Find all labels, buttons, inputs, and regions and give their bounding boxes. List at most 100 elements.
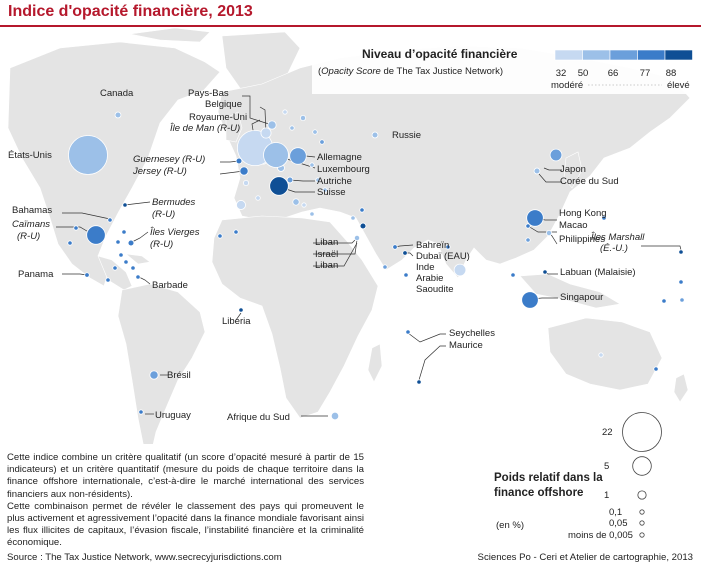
- color-low-label: modéré: [551, 80, 583, 91]
- new-zealand: [673, 373, 689, 403]
- map-label-liberia-39: Liberia: [222, 316, 251, 327]
- leader-line-28: [418, 345, 446, 381]
- map-label-allemagne-8: Allemagne: [317, 152, 362, 163]
- map-label-luxembourg-9: Luxembourg: [317, 164, 370, 175]
- point-coree-du-sud: [533, 167, 541, 175]
- minor-territory-point-3: [242, 179, 250, 187]
- point-bahamas: [107, 217, 113, 223]
- minor-territory-point-38: [598, 352, 604, 358]
- leader-line-27: [407, 332, 446, 343]
- map-label-iles-marshall-35: Îles Marshall: [591, 232, 645, 243]
- point-inde: [453, 263, 467, 277]
- size-label-1: 1: [604, 490, 609, 501]
- point-etats-unis: [68, 135, 108, 175]
- minor-territory-point-17: [233, 229, 239, 235]
- map-label-caimans-16: Caïmans: [12, 219, 50, 230]
- minor-territory-point-37: [679, 297, 685, 303]
- map-label-bermudes-18: Bermudes: [152, 197, 196, 208]
- map-label-coree-du-sud-14: Corée du Sud: [560, 176, 619, 187]
- map-label-etats-unis-1: États-Unis: [8, 150, 52, 161]
- text-backdrop: [0, 444, 701, 574]
- map-label-macao-33: Macao: [559, 220, 588, 231]
- title-rule: [0, 25, 701, 27]
- minor-territory-point-5: [255, 195, 261, 201]
- map-label-arabie-30: Arabie: [416, 273, 443, 284]
- point-maurice: [416, 379, 422, 385]
- map-label-maurice-41: Maurice: [449, 340, 483, 351]
- size-label-22: 22: [602, 427, 613, 438]
- map-label-seychelles-40: Seychelles: [449, 328, 495, 339]
- map-label-royaume-uni-4: Royaume-Uni: [189, 112, 247, 123]
- size-circle-0-1: [639, 509, 645, 515]
- point-canada: [114, 111, 122, 119]
- point-macao: [525, 223, 531, 229]
- south-america: [117, 283, 206, 459]
- map-label-labuan-malaisie-37: Labuan (Malaisie): [560, 267, 636, 278]
- point-suisse: [269, 176, 289, 196]
- minor-territory-point-32: [510, 272, 516, 278]
- map-label-bresil-42: Brésil: [167, 370, 191, 381]
- minor-territory-point-9: [299, 114, 307, 122]
- page-title: Indice d'opacité financière, 2013: [8, 3, 253, 20]
- leader-line-6: [305, 155, 316, 158]
- leader-line-15: [138, 276, 151, 285]
- map-label-guernesey-r-u-6: Guernesey (R-U): [133, 154, 205, 165]
- map-label-afrique-du-sud-44: Afrique du Sud: [227, 412, 290, 423]
- minor-territory-point-22: [112, 265, 118, 271]
- point-singapour: [521, 291, 539, 309]
- size-legend-title: Poids relatif dans la finance offshore: [494, 472, 603, 499]
- color-legend-subtitle-rest: de The Tax Justice Network): [380, 66, 503, 77]
- minor-territory-point-21: [130, 265, 136, 271]
- map-label-r-u-21: (R-U): [150, 239, 173, 250]
- map-label-iles-vierges-20: Îles Vierges: [150, 227, 200, 238]
- minor-territory-point-33: [525, 237, 531, 243]
- map-label-liban-26: Liban: [315, 260, 338, 271]
- map-label-uruguay-43: Uruguay: [155, 410, 191, 421]
- leader-line-20: [313, 242, 358, 267]
- point-dubai-eau: [402, 250, 408, 256]
- map-label-barbade-23: Barbade: [152, 280, 188, 291]
- leader-line-1: [259, 106, 267, 134]
- color-legend-subtitle: (Opacity Score de The Tax Justice Networ…: [318, 66, 503, 77]
- madagascar: [367, 343, 383, 383]
- color-high-label: élevé: [667, 80, 690, 91]
- minor-territory-point-15: [282, 109, 288, 115]
- point-liban: [359, 222, 367, 230]
- minor-territory-point-29: [359, 207, 365, 213]
- caribbean: [125, 253, 151, 265]
- map-label-canada-0: Canada: [100, 88, 134, 99]
- map-label-liban-24: Liban: [315, 237, 338, 248]
- point-guernesey: [235, 157, 243, 165]
- map-label-philippines-34: Philippines: [559, 234, 605, 245]
- point-luxembourg: [263, 142, 289, 168]
- minor-territory-point-10: [312, 129, 318, 135]
- point-philippines: [545, 229, 553, 237]
- color-class-5: [664, 49, 693, 61]
- minor-territory-point-7: [301, 202, 307, 208]
- point-japon: [549, 148, 563, 162]
- map-label-autriche-10: Autriche: [317, 176, 352, 187]
- color-break-77: 77: [640, 68, 651, 79]
- british-isles: [225, 111, 243, 143]
- minor-territory-point-23: [105, 277, 111, 283]
- size-circle-moins-de-0-005: [639, 532, 645, 538]
- point-iles-vierges: [127, 239, 135, 247]
- minor-territory-point-34: [601, 215, 607, 221]
- size-label-5: 5: [604, 461, 609, 472]
- point-caimans: [86, 225, 106, 245]
- point-barbade: [135, 274, 141, 280]
- map-label-belgique-3: Belgique: [205, 99, 242, 110]
- leader-line-29: [543, 167, 562, 171]
- color-legend-title: Niveau d’opacité financière: [362, 47, 518, 61]
- point-uruguay: [138, 409, 144, 415]
- map-label-singapour-38: Singapour: [560, 292, 603, 303]
- map-label-bahamas-15: Bahamas: [12, 205, 52, 216]
- color-break-66: 66: [608, 68, 619, 79]
- leader-line-24: [641, 245, 682, 251]
- point-labuan-malaisie: [542, 269, 548, 275]
- minor-territory-point-36: [661, 298, 667, 304]
- map-label-jersey-r-u-7: Jersey (R-U): [132, 166, 187, 177]
- map-label-israel-25: Israël: [315, 249, 338, 260]
